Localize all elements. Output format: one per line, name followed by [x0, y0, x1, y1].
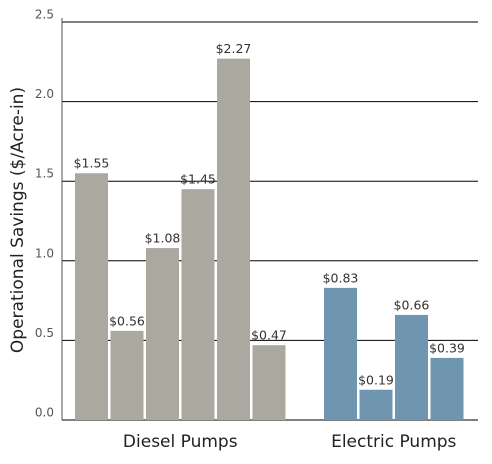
bar: [359, 389, 393, 420]
y-tick-label: 2.5: [35, 8, 54, 22]
y-tick-label: 0.0: [35, 406, 54, 420]
value-label: $2.27: [216, 41, 252, 56]
value-label: $0.56: [109, 313, 145, 328]
value-label: $1.45: [180, 172, 216, 187]
y-tick-label: 0.5: [35, 326, 54, 340]
group-label: Electric Pumps: [331, 432, 456, 452]
bar: [217, 58, 250, 421]
value-label: $1.55: [74, 156, 110, 171]
value-label: $0.66: [394, 297, 430, 312]
value-label: $1.08: [145, 231, 181, 246]
group-label: Diesel Pumps: [123, 432, 238, 452]
y-tick-label: 1.0: [35, 246, 54, 260]
y-axis-title: Operational Savings ($/Acre-in): [8, 87, 28, 353]
y-tick-label: 1.5: [35, 167, 54, 181]
bar: [324, 287, 357, 420]
bar: [110, 330, 144, 420]
bar: [146, 248, 179, 420]
value-label: $0.47: [251, 328, 287, 343]
bar: [395, 314, 428, 420]
value-label: $0.39: [429, 340, 465, 355]
value-label: $0.19: [358, 372, 394, 387]
bar: [430, 357, 464, 420]
value-label: $0.83: [323, 270, 359, 285]
bar: [252, 345, 286, 420]
bar: [181, 189, 215, 420]
y-tick-label: 2.0: [35, 87, 54, 101]
bar: [75, 173, 108, 420]
